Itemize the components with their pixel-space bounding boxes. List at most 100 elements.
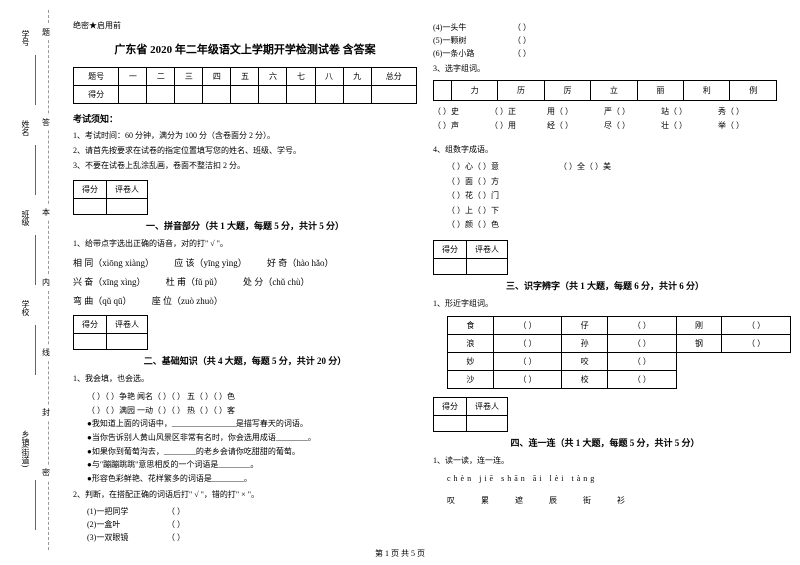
th: 四 bbox=[203, 68, 231, 86]
hz: 处 分 bbox=[243, 277, 263, 287]
q1: 1、给带点字选出正确的语音，对的打" √ "。 bbox=[73, 238, 417, 251]
td bbox=[107, 334, 148, 350]
td: 刚 bbox=[676, 317, 722, 335]
td bbox=[343, 86, 371, 104]
td: 丽 bbox=[637, 80, 683, 100]
pinyin-item: 相 同（xiōng xiàng） bbox=[73, 256, 154, 269]
char-row: （ ）面（ ）方 bbox=[447, 175, 777, 189]
td: （ ） bbox=[493, 335, 562, 353]
sidebar-line bbox=[35, 145, 36, 195]
td bbox=[231, 86, 259, 104]
p: (5)一颗树 bbox=[433, 35, 513, 46]
td bbox=[119, 86, 147, 104]
td: （ ） bbox=[493, 353, 562, 371]
hz: 杜 甫 bbox=[166, 277, 186, 287]
hz: 应 该 bbox=[174, 258, 194, 268]
paren-row: (6)一条小路（ ） bbox=[433, 48, 777, 59]
th: 七 bbox=[287, 68, 315, 86]
slot: 严（ ） bbox=[604, 105, 659, 119]
marker: 线 bbox=[42, 345, 50, 360]
slot: （ ）上（ ）下 bbox=[447, 206, 499, 215]
td: 孙 bbox=[562, 335, 608, 353]
py: （xīng xìng） bbox=[93, 277, 145, 287]
py: （zuò zhuò） bbox=[172, 296, 223, 306]
pinyin-item: 弯 曲（qǔ qū） bbox=[73, 294, 132, 307]
char-row: （ ）上（ ）下 bbox=[447, 204, 777, 218]
td: 咬 bbox=[562, 353, 608, 371]
grader-table: 得分 评卷人 bbox=[433, 240, 508, 275]
paren-row: (1)一把同学（ ） bbox=[87, 506, 417, 517]
sidebar-line bbox=[35, 235, 36, 285]
notice-heading: 考试须知： bbox=[73, 112, 417, 125]
slot: （ ）史 bbox=[433, 105, 488, 119]
th: 题号 bbox=[74, 68, 119, 86]
td: 妙 bbox=[448, 353, 494, 371]
td bbox=[676, 353, 722, 371]
td bbox=[74, 198, 107, 214]
pinyin-item: 兴 奋（xīng xìng） bbox=[73, 275, 146, 288]
py: （qǔ qū） bbox=[93, 296, 131, 306]
td: 得分 bbox=[434, 241, 467, 259]
td bbox=[434, 259, 467, 275]
q2-1: 1、我会填，也会选。 bbox=[73, 373, 417, 386]
py: （chǔ chù） bbox=[263, 277, 309, 287]
th: 八 bbox=[315, 68, 343, 86]
grader-table: 得分 评卷人 bbox=[433, 397, 508, 432]
th: 三 bbox=[175, 68, 203, 86]
slot: （ ）声 bbox=[433, 119, 488, 133]
slot: 尽（ ） bbox=[604, 119, 659, 133]
q2-2: 2、判断，在搭配正确的词语后打" √ "，错的打" × "。 bbox=[73, 489, 417, 502]
td: 得分 bbox=[434, 398, 467, 416]
grader-table: 得分 评卷人 bbox=[73, 180, 148, 215]
marker: 答 bbox=[42, 115, 50, 130]
char-row: （ ）心（ ）意 （ ）全（ ）美 bbox=[447, 160, 777, 174]
notice-item: 2、请首先按要求在试卷的指定位置填写您的姓名、班级、学号。 bbox=[73, 145, 417, 156]
char-row: （ ）史 （ ）正 用（ ） 严（ ） 站（ ） 秀（ ） bbox=[433, 105, 777, 119]
char-row: （ ）花（ ）门 bbox=[447, 189, 777, 203]
td: （ ） bbox=[608, 353, 677, 371]
char-select-table: 力 历 厉 立 丽 利 例 bbox=[433, 80, 777, 101]
slot: （ ）面（ ）方 bbox=[447, 177, 499, 186]
q2-4: 4、组数字成语。 bbox=[433, 144, 777, 157]
section-4-title: 四、连一连（共 1 大题，每题 5 分，共计 5 分） bbox=[433, 436, 777, 449]
notice-item: 3、不要在试卷上乱涂乱画，卷面不整洁扣 2 分。 bbox=[73, 160, 417, 171]
td: 仔 bbox=[562, 317, 608, 335]
idiom-grid: （ ）心（ ）意 （ ）全（ ）美 （ ）面（ ）方 （ ）花（ ）门 （ ）上… bbox=[447, 160, 777, 232]
td bbox=[434, 416, 467, 432]
p: (2)一盒叶 bbox=[87, 519, 167, 530]
td bbox=[467, 416, 508, 432]
td bbox=[315, 86, 343, 104]
notice-item: 1、考试时间：60 分钟，满分为 100 分（含卷面分 2 分）。 bbox=[73, 130, 417, 141]
sub-item: ●形容色彩鲜艳、花样繁多的词语是________。 bbox=[87, 472, 417, 486]
td: 评卷人 bbox=[467, 398, 508, 416]
td: （ ） bbox=[608, 371, 677, 389]
hanzi-list: 叹 累 遮 辰 街 衫 bbox=[447, 495, 777, 506]
pinyin-item: 杜 甫（fǔ pǔ） bbox=[166, 275, 223, 288]
th: 一 bbox=[119, 68, 147, 86]
page-footer: 第 1 页 共 5 页 bbox=[0, 548, 800, 559]
marker: 内 bbox=[42, 275, 50, 290]
td bbox=[175, 86, 203, 104]
td: 例 bbox=[730, 80, 777, 100]
td: （ ） bbox=[608, 317, 677, 335]
td: 得分 bbox=[74, 316, 107, 334]
slot: 经（ ） bbox=[547, 119, 602, 133]
sidebar-line bbox=[35, 55, 36, 105]
sidebar-label-id: 学号 bbox=[20, 30, 31, 46]
td: 利 bbox=[684, 80, 730, 100]
th: 九 bbox=[343, 68, 371, 86]
py: （hào hǎo） bbox=[287, 258, 333, 268]
td: 钢 bbox=[676, 335, 722, 353]
content-area: 绝密★启用前 广东省 2020 年二年级语文上学期开学检测试卷 含答案 题号 一… bbox=[55, 0, 800, 565]
td bbox=[434, 80, 452, 100]
py: （fǔ pǔ） bbox=[186, 277, 223, 287]
secret-label: 绝密★启用前 bbox=[73, 20, 417, 31]
char-row: （ ）声 （ ）用 经（ ） 尽（ ） 壮（ ） 举（ ） bbox=[433, 119, 777, 133]
td bbox=[287, 86, 315, 104]
td: 力 bbox=[451, 80, 497, 100]
td: （ ） bbox=[493, 317, 562, 335]
slot: 用（ ） bbox=[547, 105, 602, 119]
hz: 弯 曲 bbox=[73, 296, 93, 306]
td bbox=[107, 198, 148, 214]
paren-row: (2)一盒叶（ ） bbox=[87, 519, 417, 530]
